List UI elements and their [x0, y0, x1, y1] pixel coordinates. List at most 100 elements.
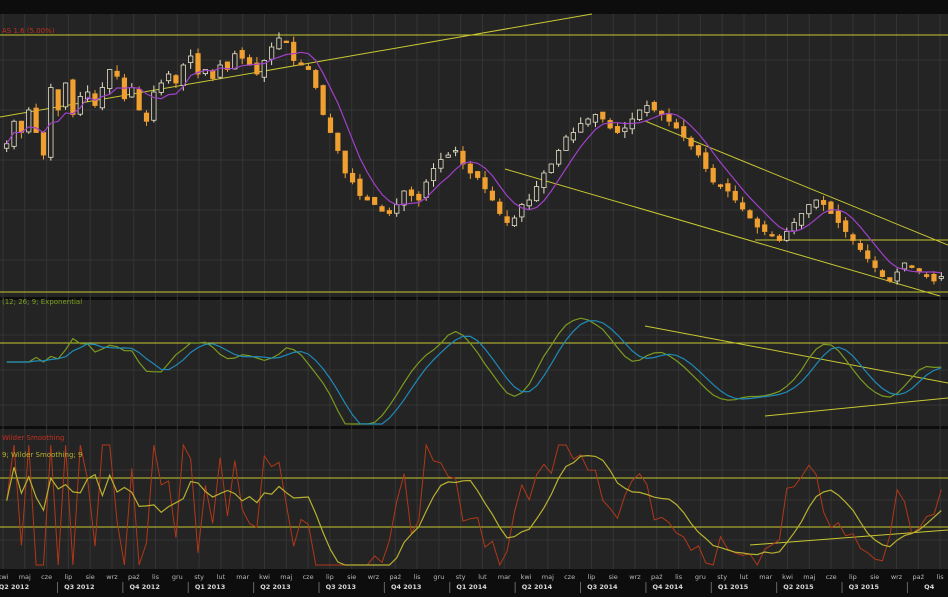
month-label: kwi	[521, 573, 532, 581]
candle-body	[475, 171, 481, 178]
trendline	[764, 397, 948, 417]
quarter-label: Q4 2013	[391, 583, 421, 591]
candle-body	[806, 204, 812, 215]
month-label: maj	[803, 573, 815, 581]
candle-body	[202, 69, 208, 75]
candle-body	[55, 89, 61, 111]
candle-body	[762, 224, 768, 232]
month-label: paź	[651, 573, 663, 581]
price-panel-label: AS 1.6 (5.00%)	[2, 27, 55, 35]
candle-body	[636, 109, 643, 120]
candle-body	[607, 120, 613, 129]
candle-body	[703, 152, 709, 169]
rsi-panel-label-2: 9; Wilder Smoothing; 9	[2, 451, 82, 459]
candle-body	[924, 274, 930, 277]
month-label: maj	[542, 573, 554, 581]
candle-body	[85, 91, 91, 100]
month-label: paź	[913, 573, 925, 581]
candle-body	[526, 199, 532, 207]
candle-body	[931, 273, 937, 282]
candle-body	[879, 270, 886, 277]
candle-body	[372, 197, 378, 205]
month-label: cze	[41, 573, 52, 581]
candle-body	[305, 66, 312, 70]
candle-body	[820, 200, 827, 205]
candle-body	[732, 190, 738, 201]
month-label: wrz	[368, 573, 380, 581]
candle-body	[585, 118, 591, 125]
month-label: sty	[456, 573, 466, 581]
quarter-label: Q1 2013	[195, 583, 225, 591]
candle-body	[40, 132, 47, 156]
candle-body	[151, 91, 157, 121]
candle-body	[556, 150, 562, 165]
month-label: lip	[326, 573, 334, 581]
trendline	[0, 13, 593, 118]
rsi-line	[6, 443, 942, 567]
month-label: mar	[236, 573, 249, 581]
quarter-label: Q1 2015	[718, 583, 749, 591]
candle-body	[188, 55, 194, 63]
candle-body	[511, 217, 518, 227]
price-panel	[0, 14, 948, 297]
candle-body	[754, 218, 760, 228]
candle-body	[246, 57, 253, 66]
candle-body	[254, 62, 260, 75]
month-label: cze	[303, 573, 314, 581]
month-label: lip	[65, 573, 73, 581]
candle-body	[386, 210, 392, 214]
month-label: sie	[347, 573, 356, 581]
candle-body	[651, 101, 657, 111]
candle-body	[592, 114, 599, 123]
month-label: gru	[172, 573, 183, 581]
macd-signal-line	[6, 320, 942, 425]
candle-body	[622, 127, 628, 133]
month-label: kwi	[259, 573, 270, 581]
rsi-average-line	[6, 454, 942, 566]
candle-body	[798, 213, 805, 226]
month-label: lis	[152, 573, 160, 581]
month-label: paź	[128, 573, 140, 581]
candle-body	[666, 113, 672, 122]
quarter-label: Q4 2012	[129, 583, 159, 591]
candle-body	[401, 190, 407, 206]
month-label: sie	[86, 573, 95, 581]
candle-body	[872, 260, 878, 268]
candle-body	[394, 204, 400, 214]
candle-body	[504, 216, 510, 223]
rsi-panel	[0, 429, 948, 569]
candle-body	[519, 204, 525, 218]
candle-body	[298, 62, 304, 66]
candle-body	[107, 69, 113, 89]
month-label: lut	[740, 573, 749, 581]
month-label: cze	[826, 573, 837, 581]
candle-body	[497, 201, 503, 214]
candle-body	[894, 271, 900, 282]
candle-body	[828, 201, 834, 214]
candle-body	[143, 112, 150, 122]
trendline	[644, 120, 948, 246]
month-label: sty	[194, 573, 204, 581]
candle-body	[541, 172, 547, 188]
candle-body	[62, 82, 69, 108]
candle-body	[423, 181, 429, 198]
candle-body	[320, 85, 326, 115]
candle-body	[195, 53, 201, 75]
candle-body	[901, 262, 908, 270]
month-label: wrz	[891, 573, 903, 581]
quarter-label: Q3 2013	[326, 583, 356, 591]
candle-body	[776, 235, 783, 241]
trendlines	[0, 13, 948, 546]
candle-body	[430, 168, 437, 182]
candle-body	[600, 111, 606, 120]
month-label: paź	[390, 573, 402, 581]
candle-body	[791, 222, 797, 232]
month-label: kwi	[0, 573, 9, 581]
month-label: wrz	[106, 573, 118, 581]
month-label: gru	[695, 573, 706, 581]
month-label: gru	[433, 573, 444, 581]
candle-body	[129, 87, 135, 98]
candle-body	[747, 210, 753, 219]
candle-body	[695, 145, 702, 156]
candle-body	[887, 277, 893, 282]
